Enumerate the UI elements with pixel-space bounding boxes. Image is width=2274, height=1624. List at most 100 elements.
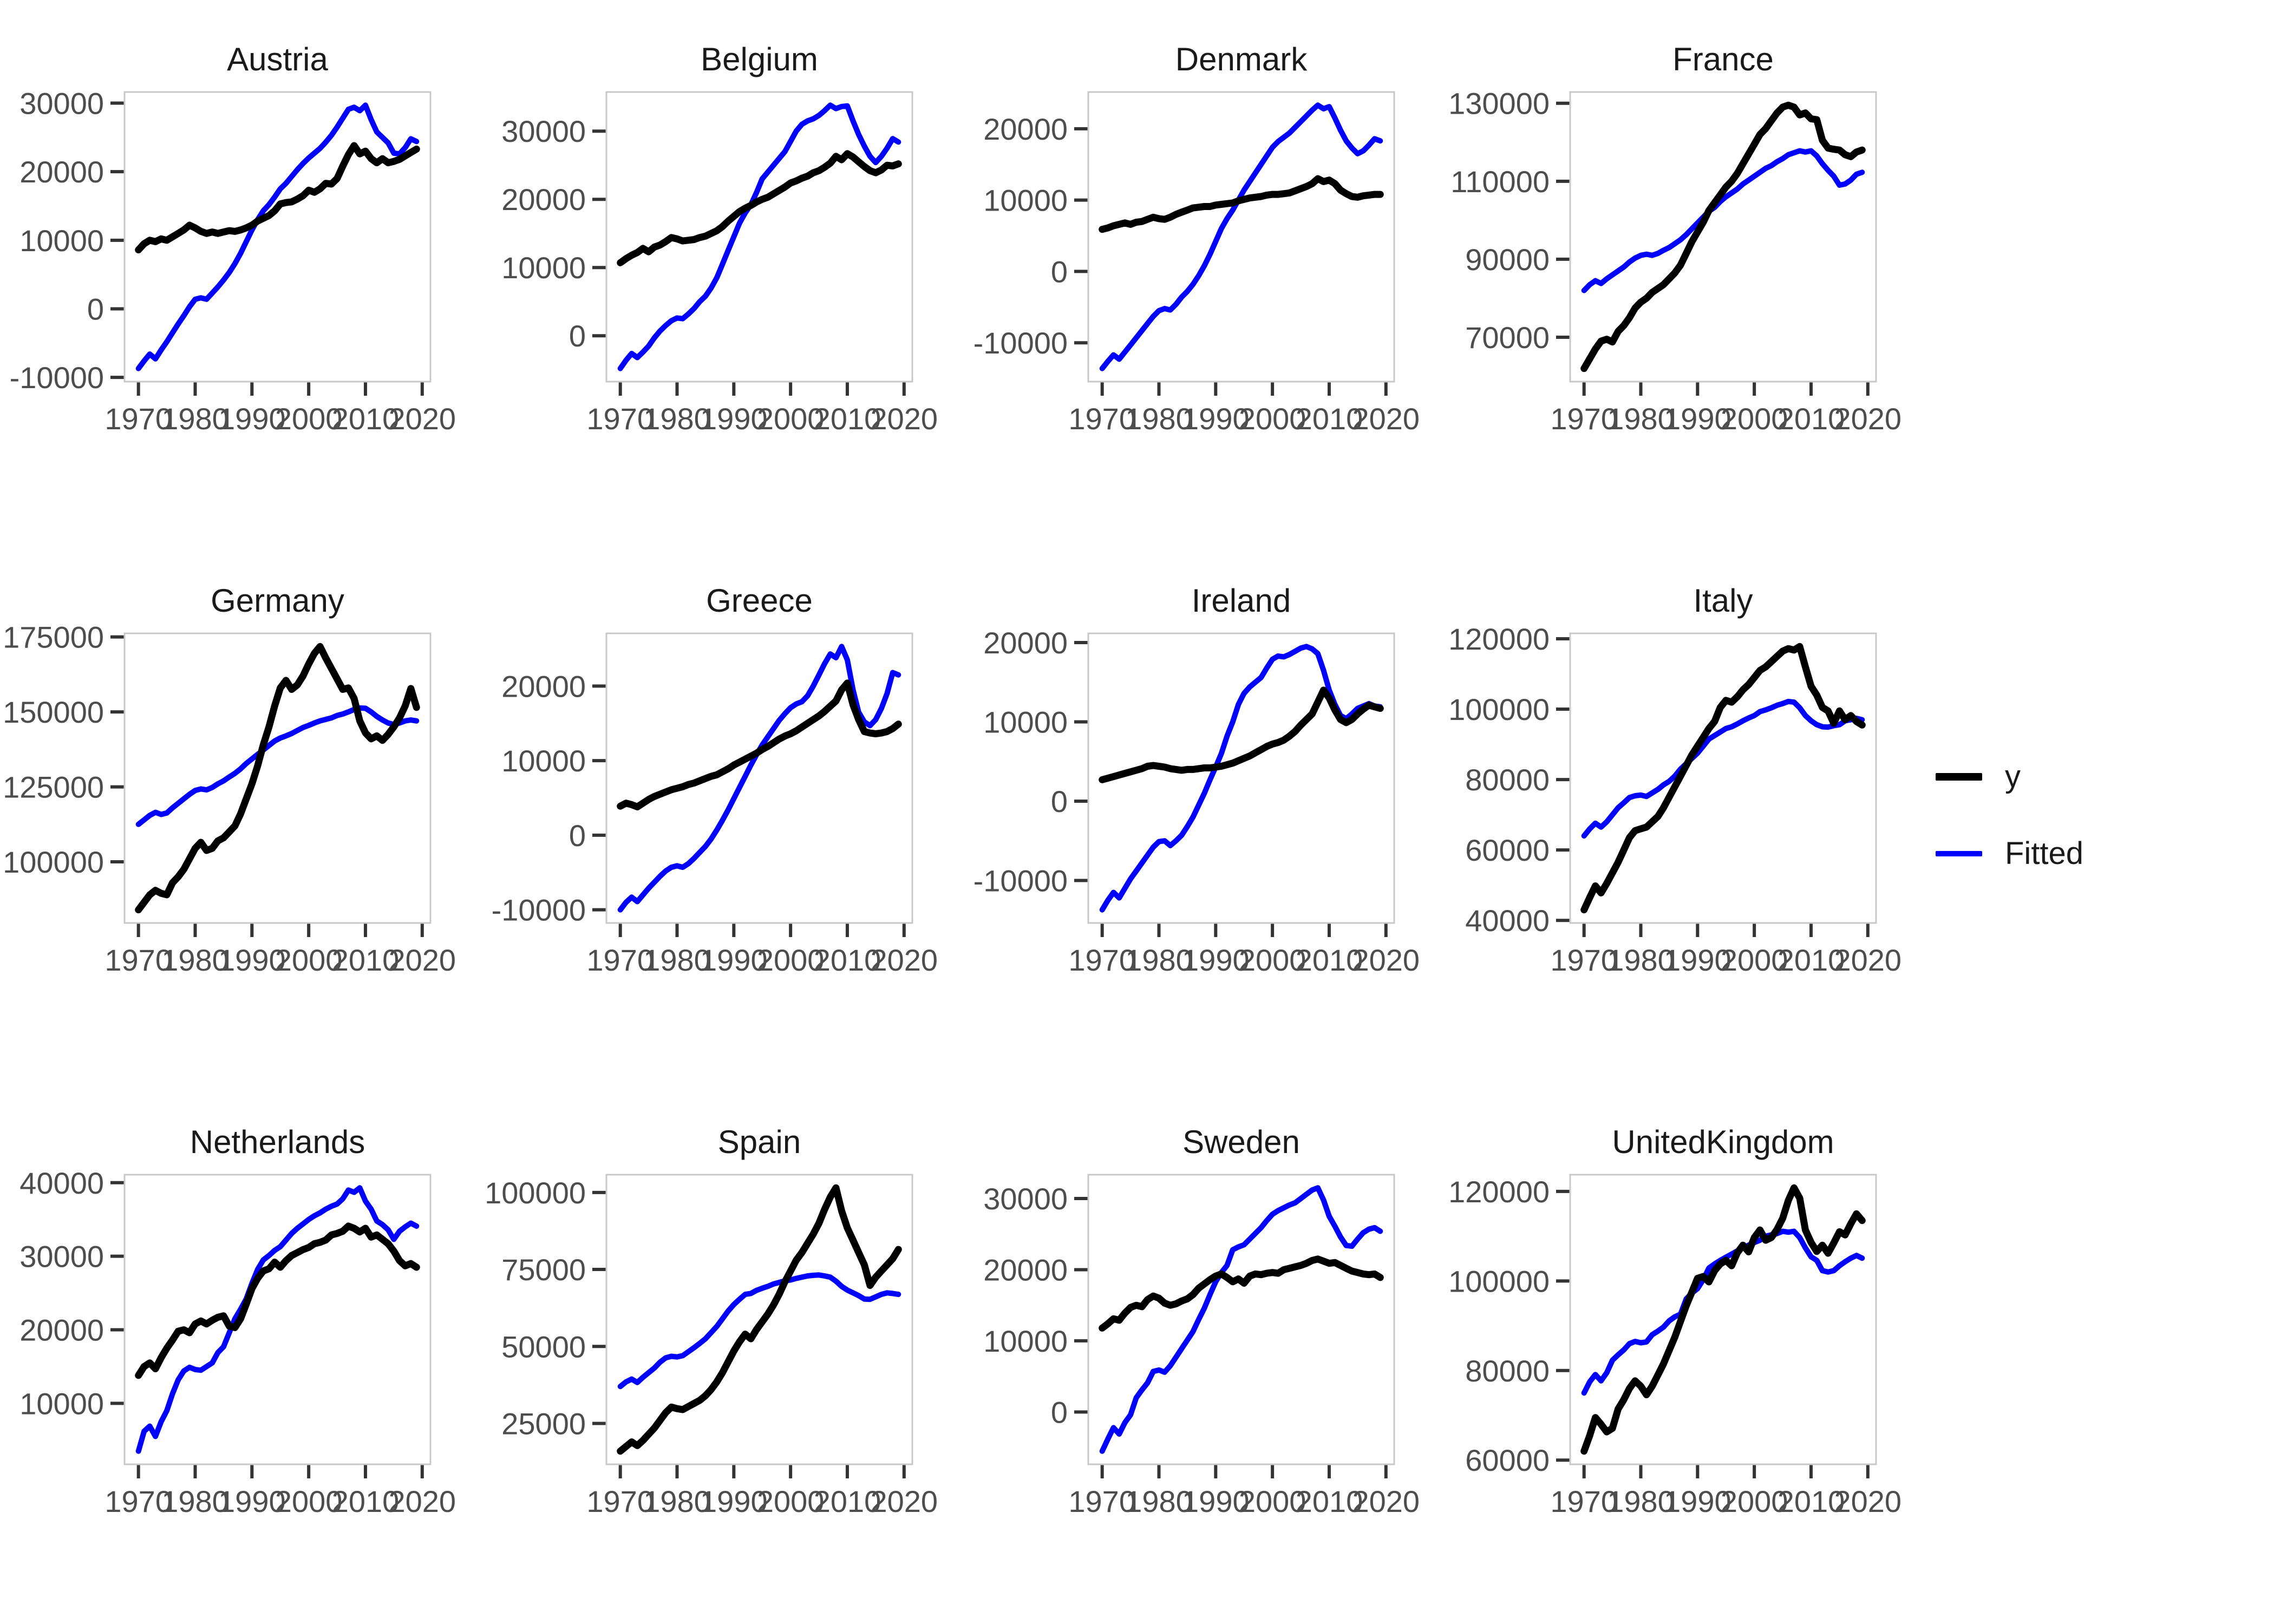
- facet-title: Ireland: [1192, 582, 1291, 619]
- x-axis-label: 1990: [1182, 402, 1250, 436]
- panel-border: [1087, 91, 1395, 383]
- x-axis-label: 2000: [1239, 1484, 1306, 1518]
- y-axis-label: 0: [1051, 1395, 1068, 1429]
- facet-plot: Greece-100000100002000019701980199020002…: [492, 582, 938, 977]
- x-axis-label: 1980: [1125, 1484, 1193, 1518]
- y-axis-label: 30000: [983, 1182, 1068, 1216]
- x-axis-label: 1970: [1550, 402, 1618, 436]
- x-axis-label: 2000: [1239, 402, 1306, 436]
- facet-unitedkingdom: UnitedKingdom 60000 80000 100000 120000 1970 1…: [1446, 1083, 1927, 1624]
- facet-plot: France 70000 90000 110000 130000 197019801990…: [1448, 41, 1901, 436]
- x-axis-label: 2010: [332, 1484, 400, 1518]
- x-axis-label: 1980: [1607, 1484, 1675, 1518]
- panel-border: [1569, 1174, 1877, 1465]
- x-axis-label: 2020: [1352, 402, 1420, 436]
- facet-plot: Spain25000500007500010000019701980199020…: [485, 1124, 938, 1518]
- x-axis-label: 2010: [332, 402, 400, 436]
- y-line: [617, 679, 902, 810]
- x-axis-label: 1990: [1182, 1484, 1250, 1518]
- facet-sweden: Sweden 0 10000 20000 30000 1970 1980 1990 2000 20…: [964, 1083, 1446, 1624]
- x-axis-label: 1980: [643, 943, 711, 977]
- y-axis-label: 0: [1051, 254, 1068, 289]
- facet-italy: Italy 40000 60000 80000 100000 120000 1970 1980…: [1446, 541, 1927, 1083]
- y-axis-label: 60000: [1465, 1443, 1550, 1477]
- facet-germany: Germany 100000 125000 150000 175000 1970 1980 1…: [0, 541, 482, 1083]
- y-axis-label: 20000: [983, 626, 1068, 660]
- x-axis-label: 1980: [643, 402, 711, 436]
- x-axis-label: 1990: [218, 402, 286, 436]
- y-axis-label: 0: [1051, 784, 1068, 818]
- panel-border: [1569, 91, 1877, 383]
- x-axis-label: 1980: [161, 943, 229, 977]
- y-line: [1580, 643, 1866, 914]
- x-axis-label: 2010: [814, 943, 881, 977]
- x-axis-label: 1980: [1607, 402, 1675, 436]
- y-axis-label: 150000: [3, 695, 104, 729]
- x-axis-label: 2000: [1239, 943, 1306, 977]
- facet-title: France: [1672, 41, 1774, 77]
- y-line: [135, 142, 420, 254]
- y-line: [1099, 175, 1384, 233]
- x-axis-label: 1970: [104, 943, 172, 977]
- facet-france: France 70000 90000 110000 130000 1970 1980 1990…: [1446, 0, 1927, 541]
- facet-plot: Sweden0100002000030000197019801990200020…: [983, 1124, 1420, 1518]
- x-axis-label: 1970: [586, 402, 654, 436]
- x-axis-label: 1990: [218, 943, 286, 977]
- legend-item-fitted: Fitted: [1936, 832, 2260, 875]
- x-axis-label: 2000: [1721, 402, 1788, 436]
- y-line: [1099, 686, 1384, 783]
- x-axis-label: 1990: [700, 943, 768, 977]
- y-axis-label: 20000: [983, 112, 1068, 146]
- facet-plot: UnitedKingdom600008000010000012000019701…: [1448, 1124, 1901, 1518]
- facet-spain: Spain 25000 50000 75000 100000 1970 1980 1990 20…: [482, 1083, 964, 1624]
- y-axis-label: 25000: [501, 1406, 586, 1440]
- facet-title: Greece: [706, 582, 813, 619]
- x-axis-label: 1990: [1664, 402, 1731, 436]
- facet-title: Italy: [1693, 582, 1753, 619]
- y-axis-label: 130000: [1448, 87, 1550, 121]
- facet-plot: Netherlands 10000 20000 30000 40000 197019801…: [19, 1124, 456, 1518]
- x-axis-label: 2000: [757, 402, 825, 436]
- facet-title: Belgium: [701, 41, 818, 77]
- x-axis-label: 2000: [275, 402, 343, 436]
- x-axis-label: 1970: [1068, 943, 1136, 977]
- y-axis-label: 30000: [501, 114, 586, 148]
- facet-belgium: Belgium 0 10000 20000 30000 1970 1980 1990 2000 2…: [482, 0, 964, 541]
- y-axis-label: 125000: [3, 770, 104, 804]
- facet-grid: Austria -10000 0 10000 20000 30000 1970 1980 199…: [0, 0, 1927, 1624]
- facet-title: UnitedKingdom: [1612, 1124, 1834, 1160]
- y-axis-label: 20000: [19, 1313, 104, 1347]
- facet-plot: Italy 40000 60000 80000 100000 120000 19701980…: [1448, 582, 1901, 977]
- y-axis-label: 80000: [1465, 1354, 1550, 1388]
- y-axis-label: 120000: [1448, 1175, 1550, 1209]
- x-axis-label: 2020: [871, 402, 938, 436]
- x-axis-label: 2020: [871, 943, 938, 977]
- y-axis-label: 0: [87, 292, 104, 326]
- x-axis-label: 1980: [643, 1484, 711, 1518]
- y-axis-label: 40000: [19, 1166, 104, 1200]
- legend: y Fitted: [1936, 755, 2260, 909]
- x-axis-label: 1990: [700, 1484, 768, 1518]
- x-axis-label: 2010: [1296, 943, 1363, 977]
- y-axis-label: 0: [569, 818, 586, 853]
- facet-plot: Germany 100000 125000 150000 175000 197019801…: [3, 582, 456, 977]
- y-line: [1580, 101, 1866, 372]
- y-axis-label: 40000: [1465, 903, 1550, 938]
- y-line: [135, 1222, 420, 1379]
- fitted-line: [617, 102, 901, 371]
- y-axis-label: 110000: [1450, 165, 1550, 199]
- x-axis-label: 2020: [1352, 943, 1420, 977]
- y-axis-label: 20000: [501, 669, 586, 703]
- x-axis-label: 1980: [1125, 943, 1193, 977]
- y-axis-label: 10000: [983, 705, 1068, 739]
- fitted-line: [1099, 102, 1383, 371]
- facet-title: Sweden: [1182, 1124, 1300, 1160]
- y-axis-label: 100000: [1448, 692, 1550, 726]
- fitted-line: [1099, 1185, 1383, 1454]
- y-axis-label: 10000: [983, 184, 1068, 218]
- x-axis-label: 1990: [218, 1484, 286, 1518]
- x-axis-label: 1990: [1664, 943, 1731, 977]
- x-axis-label: 1970: [104, 1484, 172, 1518]
- fitted-line-swatch-icon: [1936, 851, 1982, 856]
